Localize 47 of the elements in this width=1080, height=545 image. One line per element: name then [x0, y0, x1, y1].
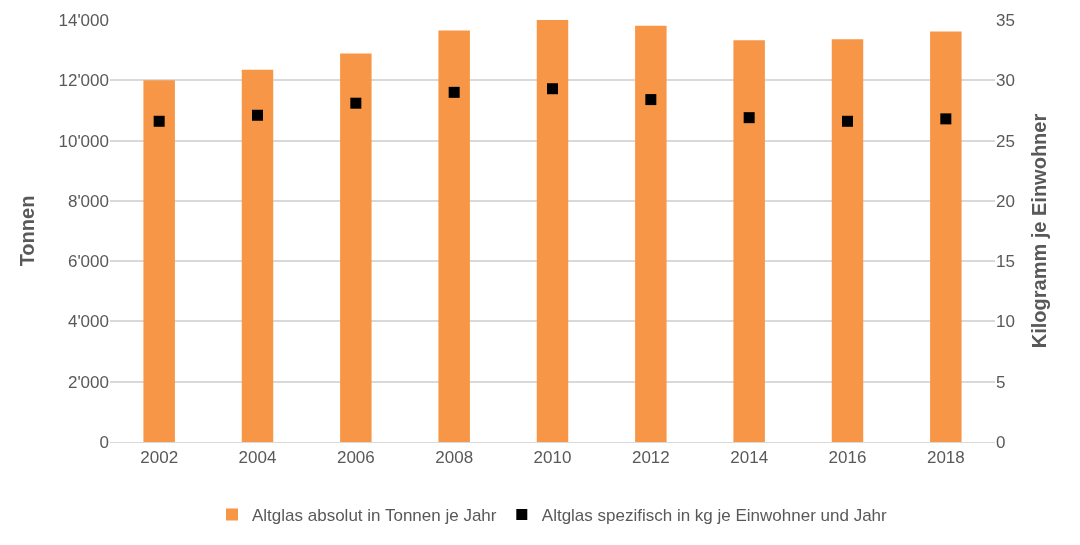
x-tick-label: 2014	[730, 448, 769, 468]
y2-tick-label: 30	[996, 71, 1015, 91]
y-tick-label: 0	[99, 432, 109, 452]
bar	[340, 53, 372, 442]
point	[842, 115, 853, 127]
x-tick-label: 2018	[926, 448, 965, 468]
legend-label: Altglas absolut in Tonnen je Jahr	[252, 506, 497, 526]
legend-label: Altglas spezifisch in kg je Einwohner und Jahr	[541, 506, 888, 526]
y-axis-title: Tonnen	[15, 195, 38, 267]
point	[547, 83, 558, 95]
x-tick-label: 2002	[140, 448, 179, 468]
y-tick-label: 4'000	[67, 312, 109, 332]
x-tick-label: 2012	[631, 448, 670, 468]
bar	[536, 20, 569, 442]
x-tick-label: 2008	[435, 448, 474, 468]
point	[252, 109, 263, 121]
y2-axis-title: Kilogramm je Einwohner	[1028, 113, 1051, 349]
x-tick-label: 2006	[336, 448, 375, 468]
y-tick-label: 10'000	[58, 131, 109, 151]
y-tick-label: 14'000	[58, 10, 109, 30]
x-tick-label: 2004	[238, 448, 277, 468]
y2-tick-label: 35	[996, 10, 1015, 30]
bar	[241, 69, 274, 442]
bar	[930, 31, 962, 442]
bar	[733, 40, 765, 442]
bar	[438, 30, 470, 442]
point	[153, 115, 165, 127]
y-tick-label: 2'000	[67, 372, 109, 392]
point	[743, 112, 755, 124]
bar	[831, 39, 864, 442]
bar	[143, 80, 175, 442]
point	[940, 113, 952, 125]
point	[350, 97, 362, 109]
y-tick-label: 8'000	[67, 191, 109, 211]
y-tick-label: 12'000	[58, 71, 109, 91]
bar	[635, 25, 667, 442]
y2-tick-label: 25	[996, 131, 1015, 151]
point	[645, 94, 657, 106]
y-tick-label: 6'000	[67, 252, 109, 272]
x-tick-label: 2010	[533, 448, 572, 468]
y2-tick-label: 0	[996, 432, 1006, 452]
y2-tick-label: 5	[996, 372, 1006, 392]
y2-tick-label: 20	[996, 191, 1015, 211]
y2-tick-label: 10	[996, 312, 1015, 332]
x-tick-label: 2016	[828, 448, 867, 468]
y2-tick-label: 15	[996, 252, 1015, 272]
point	[448, 86, 460, 98]
